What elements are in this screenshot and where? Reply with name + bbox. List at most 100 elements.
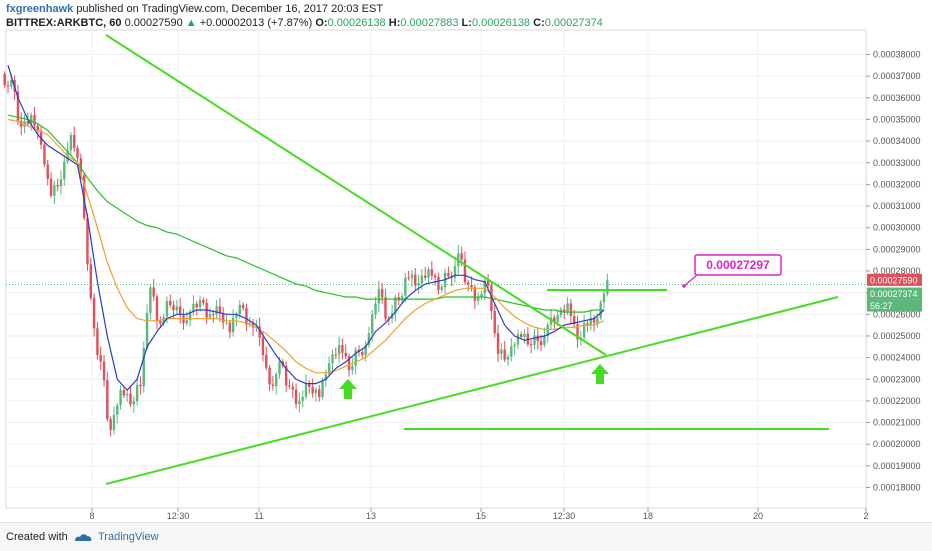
created-with-text: Created with (6, 531, 68, 543)
y-tick-label: 0.00024000 (873, 353, 921, 363)
candle-body (86, 217, 89, 265)
candle-body (510, 346, 513, 357)
candle-body (334, 354, 337, 356)
candle-body (122, 390, 126, 396)
ascending-trendline[interactable] (105, 296, 839, 485)
author-name[interactable]: fxgreenhawk (6, 3, 74, 15)
candle-body (49, 178, 53, 196)
x-tick-label: 20 (753, 511, 763, 521)
candle-body (394, 297, 397, 314)
candle-body (228, 322, 232, 333)
candle-body (119, 390, 122, 406)
y-tick-label: 0.00030000 (873, 223, 921, 233)
low-label: L: (461, 17, 472, 29)
x-tick-label: 15 (476, 511, 486, 521)
candle-body (533, 335, 536, 345)
candle-body (188, 311, 192, 321)
candle-body (596, 317, 599, 323)
ma-fast-line (7, 65, 605, 391)
candle-body (314, 389, 318, 394)
candle-body (92, 297, 96, 329)
up-arrow-icon[interactable] (591, 364, 609, 384)
y-tick-label: 0.00038000 (873, 50, 921, 60)
candle-body (73, 135, 76, 148)
candle-body (152, 287, 155, 297)
descending-trendline[interactable] (105, 34, 607, 356)
y-tick-label: 0.00026000 (873, 309, 921, 319)
y-tick-label: 0.00032000 (873, 179, 921, 189)
candle-body (520, 334, 523, 337)
up-arrow-icon[interactable] (339, 379, 357, 399)
candle-body (159, 320, 162, 324)
ma-slow-line (7, 114, 604, 313)
candle-body (476, 296, 480, 301)
x-tick-label: 12:30 (167, 511, 190, 521)
y-tick-label: 0.00031000 (873, 201, 921, 211)
candle-body (109, 419, 112, 430)
candle-body (523, 333, 526, 337)
price-callout-text: 0.00027297 (706, 258, 770, 272)
candle-body (145, 312, 149, 349)
candle-body (46, 164, 49, 179)
candle-body (582, 323, 586, 338)
published-text: published on TradingView.com, December 1… (76, 3, 384, 15)
candle-body (218, 306, 222, 314)
candle-body (26, 121, 30, 125)
y-tick-label: 0.00028000 (873, 266, 921, 276)
candle-body (212, 314, 215, 316)
candle-body (132, 401, 136, 405)
candle-body (291, 386, 294, 390)
candle-body (20, 120, 23, 127)
candle-body (56, 184, 59, 187)
footer-bar: Created with TradingView (0, 522, 932, 551)
candle-body (298, 400, 301, 405)
candle-body (195, 303, 198, 308)
change-up-icon: ▲ (185, 17, 197, 29)
change-value: +0.00002013 (+7.87%) (199, 17, 313, 29)
callout-pointer (683, 274, 698, 287)
candle-body (129, 393, 132, 405)
last-price: 0.00027590 (124, 17, 183, 29)
candle-body (473, 287, 477, 301)
candle-body (377, 289, 381, 304)
candle-body (162, 316, 165, 324)
close-price-label: 0.00027374 (870, 289, 918, 299)
candle-body (318, 389, 321, 398)
candle-body (486, 280, 490, 286)
candle-body (506, 356, 510, 360)
candle-body (36, 125, 39, 131)
price-chart[interactable]: 0.00018000 0.00019000 0.00020000 0.00021000… (0, 0, 932, 522)
candle-body (79, 158, 83, 176)
brand-link[interactable]: TradingView (98, 531, 159, 543)
price-callout-box[interactable] (694, 254, 782, 276)
candle-body (304, 382, 308, 397)
candle-body (96, 328, 99, 356)
candle-body (29, 115, 33, 125)
y-tick-label: 0.00037000 (873, 71, 921, 81)
candle-body (288, 385, 291, 387)
candle-body (169, 300, 172, 306)
candle-body (516, 334, 520, 345)
candle-body (185, 320, 188, 324)
candle-body (261, 337, 265, 356)
candle-body (433, 275, 437, 278)
x-tick-label: 18 (643, 511, 653, 521)
candle-body (400, 295, 404, 301)
candle-body (198, 300, 202, 308)
candle-body (265, 355, 268, 368)
candle-body (238, 304, 241, 315)
x-tick-label: 11 (254, 511, 263, 521)
y-tick-label: 0.00022000 (873, 396, 921, 406)
close-label: C: (533, 17, 545, 29)
candle-body (586, 323, 589, 326)
candle-body (374, 303, 377, 315)
drawings[interactable] (105, 34, 839, 485)
symbol-label: BITTREX:ARKBTC, 60 (6, 17, 122, 29)
candle-body (135, 384, 139, 402)
candle-body (202, 300, 205, 304)
candle-body (592, 317, 596, 323)
candle-body (414, 274, 417, 286)
candle-body (235, 314, 238, 318)
candle-body (430, 269, 434, 276)
candle-body (427, 269, 430, 278)
